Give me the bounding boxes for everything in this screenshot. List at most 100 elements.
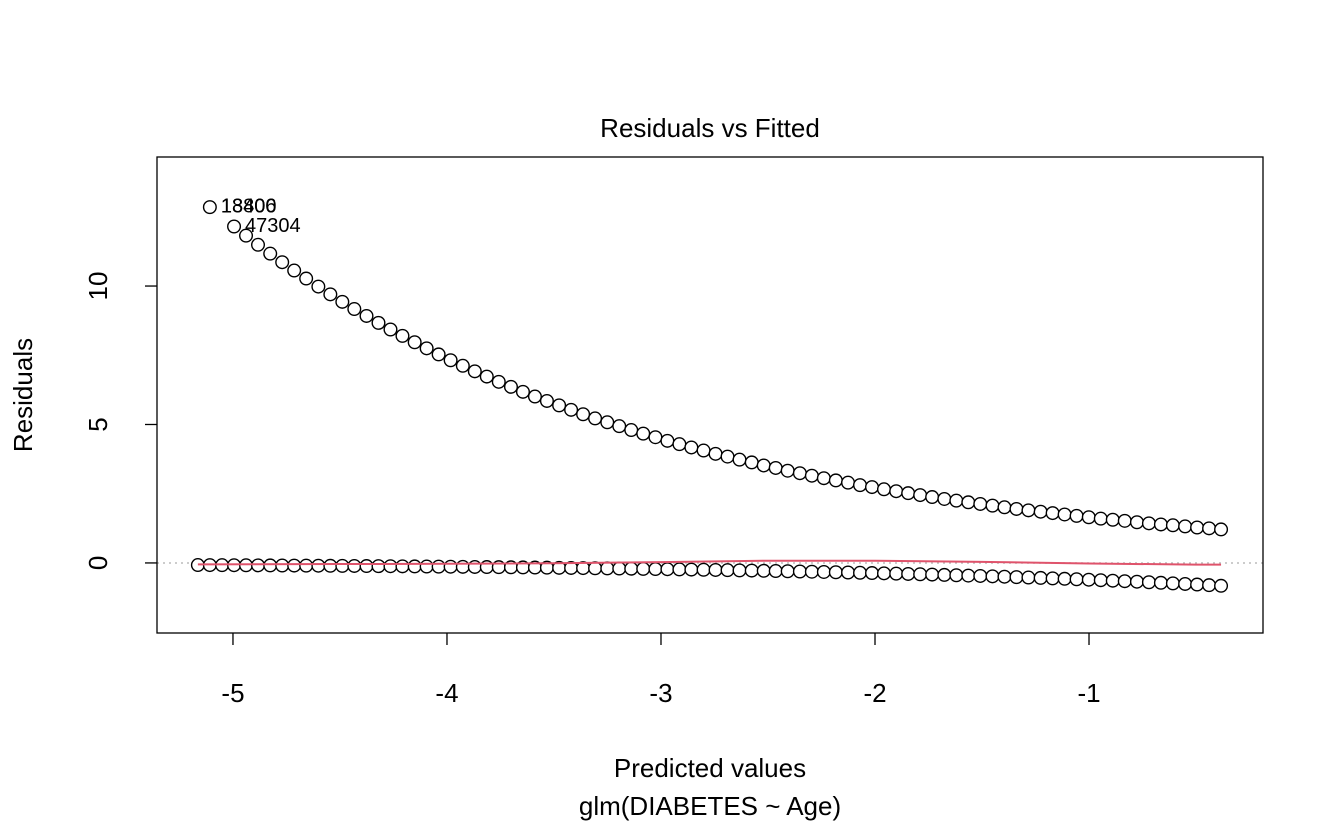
point	[299, 558, 314, 573]
point	[395, 559, 410, 574]
subtitle: glm(DIABETES ~ Age)	[579, 791, 841, 821]
point	[1202, 578, 1217, 593]
point	[792, 466, 807, 481]
point	[1141, 516, 1156, 531]
point	[997, 500, 1012, 515]
point	[1105, 573, 1120, 588]
point	[744, 455, 759, 470]
point	[732, 452, 747, 467]
point	[335, 558, 350, 573]
point	[311, 279, 326, 294]
point	[612, 561, 627, 576]
point	[937, 491, 952, 506]
point	[841, 475, 856, 490]
point	[359, 308, 374, 323]
point	[371, 559, 386, 574]
point	[455, 358, 470, 373]
point	[419, 341, 434, 356]
point	[323, 558, 338, 573]
point	[600, 415, 615, 430]
point	[515, 384, 530, 399]
point	[1069, 572, 1084, 587]
point	[876, 482, 891, 497]
point	[1129, 574, 1144, 589]
point	[624, 561, 639, 576]
point-label: 18800	[221, 195, 277, 217]
point	[1190, 520, 1205, 535]
point	[1153, 575, 1168, 590]
point	[1105, 512, 1120, 527]
x-tick-label: -5	[221, 678, 244, 708]
point	[841, 565, 856, 580]
point	[347, 302, 362, 317]
x-tick-label: -4	[435, 678, 458, 708]
point	[744, 563, 759, 578]
point	[576, 407, 591, 422]
point	[287, 263, 302, 278]
x-tick-label: -1	[1077, 678, 1100, 708]
point	[949, 493, 964, 508]
point	[539, 393, 554, 408]
point	[383, 322, 398, 337]
point	[1141, 575, 1156, 590]
point	[816, 564, 831, 579]
point	[768, 460, 783, 475]
point	[588, 411, 603, 426]
point	[1165, 576, 1180, 591]
point	[756, 563, 771, 578]
point	[1214, 578, 1229, 593]
point	[648, 430, 663, 445]
point	[672, 437, 687, 452]
point	[383, 559, 398, 574]
point	[985, 498, 1000, 513]
point	[925, 490, 940, 505]
point	[251, 558, 266, 573]
point	[636, 426, 651, 441]
point	[636, 561, 651, 576]
point	[732, 563, 747, 578]
point	[1045, 571, 1060, 586]
point	[1069, 508, 1084, 523]
x-axis-label: Predicted values	[614, 753, 806, 783]
point	[1033, 570, 1048, 585]
point	[720, 563, 735, 578]
point	[467, 364, 482, 379]
point	[1190, 577, 1205, 592]
point	[804, 564, 819, 579]
point	[865, 566, 880, 581]
point	[973, 496, 988, 511]
point	[708, 446, 723, 461]
point-label: 13406	[221, 195, 277, 217]
point	[624, 423, 639, 438]
point	[431, 347, 446, 362]
point	[949, 568, 964, 583]
point	[1081, 572, 1096, 587]
point	[1033, 504, 1048, 519]
point	[973, 568, 988, 583]
point	[527, 389, 542, 404]
point	[1117, 574, 1132, 589]
point	[1057, 507, 1072, 522]
point	[684, 562, 699, 577]
point	[853, 478, 868, 493]
y-tick-label: 10	[83, 272, 113, 301]
point	[961, 495, 976, 510]
point	[828, 565, 843, 580]
y-tick-label: 5	[83, 417, 113, 431]
point	[1178, 576, 1193, 591]
point	[431, 559, 446, 574]
point	[263, 558, 278, 573]
point	[1178, 519, 1193, 534]
point	[491, 374, 506, 389]
point	[997, 569, 1012, 584]
x-tick-label: -3	[649, 678, 672, 708]
point	[239, 228, 254, 243]
point	[889, 484, 904, 499]
chart-title: Residuals vs Fitted	[600, 113, 820, 143]
point	[503, 379, 518, 394]
point	[901, 566, 916, 581]
point	[455, 559, 470, 574]
point	[564, 402, 579, 417]
